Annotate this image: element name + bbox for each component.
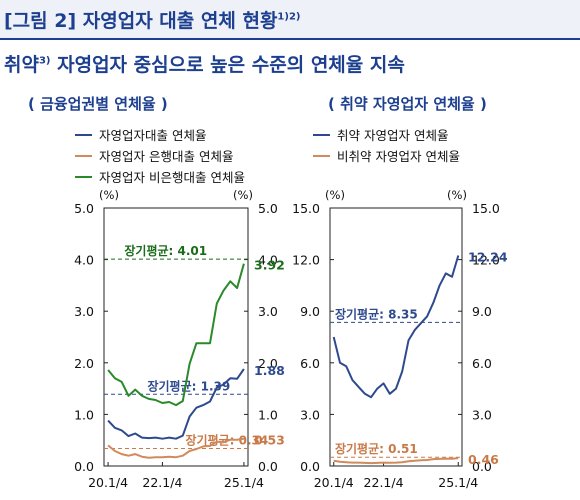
left-panel-title: ( 금융업권별 연체율 ) — [28, 95, 168, 113]
y-tick-label-right: 3.0 — [258, 304, 278, 319]
y-tick-label-right: 5.0 — [258, 201, 278, 216]
reference-label: 장기평균: 8.35 — [335, 306, 418, 321]
y-tick-label-right: 12.0 — [472, 253, 500, 268]
right-panel-title: ( 취약 자영업자 연체율 ) — [328, 95, 487, 113]
figure-subtitle: 취약3) 자영업자 중심으로 높은 수준의 연체율 지속 — [4, 54, 405, 76]
figure-title-note: 1)2) — [277, 11, 301, 23]
x-tick-label: 20.1/4 — [314, 475, 354, 490]
title-bar — [0, 0, 580, 40]
y-tick-label-right: 0.0 — [258, 459, 278, 474]
y-tick-label-left: 0.0 — [74, 459, 94, 474]
chart-panel-left: 0.0 0.0 1.0 1.0 2.0 2.0 3.0 3.0 4.0 4.0 5.0 5.0 (%) (… — [74, 188, 285, 490]
legend-entry: 자영업자 은행대출 연체율 — [99, 149, 233, 164]
series-line — [107, 263, 245, 407]
y-unit-right: (%) — [233, 188, 253, 202]
reference-label: 장기평균: 1.39 — [147, 378, 230, 393]
y-tick-label-left: 4.0 — [74, 253, 94, 268]
x-tick-label: 22.1/4 — [364, 475, 404, 490]
y-tick-label-right: 3.0 — [472, 407, 492, 422]
figure-title: [그림 2] 자영업자 대출 연체 현황1)2) — [4, 10, 301, 32]
series-end-label: 0.53 — [254, 433, 285, 448]
x-tick-label: 25.1/4 — [224, 475, 264, 490]
series-end-label: 0.46 — [468, 452, 499, 467]
plot-frame — [103, 207, 249, 467]
x-tick-label: 22.1/4 — [142, 475, 182, 490]
series-end-label: 3.92 — [254, 258, 285, 273]
y-tick-label-left: 15.0 — [292, 201, 320, 216]
reference-label: 장기평균: 0.51 — [335, 441, 418, 456]
y-tick-label-left: 3.0 — [300, 407, 320, 422]
y-tick-label-left: 0.0 — [300, 459, 320, 474]
y-tick-label-left: 3.0 — [74, 304, 94, 319]
y-unit-left: (%) — [99, 188, 119, 202]
plot-frame — [329, 207, 463, 467]
series-line — [333, 457, 459, 465]
x-tick-label: 25.1/4 — [438, 475, 478, 490]
y-tick-label-left: 9.0 — [300, 304, 320, 319]
y-tick-label-right: 15.0 — [472, 201, 500, 216]
legend-entry: 비취약 자영업자 연체율 — [337, 149, 460, 164]
legend-entry: 취약 자영업자 연체율 — [337, 128, 448, 143]
y-tick-label-left: 2.0 — [74, 356, 94, 371]
series-end-label: 1.88 — [254, 363, 285, 378]
series-line — [107, 368, 245, 440]
x-tick-label: 20.1/4 — [88, 475, 128, 490]
subtitle-note: 3) — [38, 55, 51, 67]
y-tick-label-left: 5.0 — [74, 201, 94, 216]
y-unit-left: (%) — [325, 188, 345, 202]
series-end-label: 12.24 — [468, 249, 508, 264]
y-tick-label-left: 12.0 — [292, 253, 320, 268]
reference-label: 장기평균: 4.01 — [124, 243, 207, 258]
series-line — [107, 437, 245, 459]
y-unit-right: (%) — [447, 188, 467, 202]
y-tick-label-right: 0.0 — [472, 459, 492, 474]
y-tick-label-left: 1.0 — [74, 407, 94, 422]
y-tick-label-right: 4.0 — [258, 253, 278, 268]
chart-panel-right: 0.0 0.0 3.0 3.0 6.0 6.0 9.0 9.0 12.0 12.0 15.0 15.0… — [292, 188, 508, 490]
y-tick-label-left: 6.0 — [300, 356, 320, 371]
legend-entry: 자영업자 비은행대출 연체율 — [99, 170, 245, 185]
series-line — [332, 255, 460, 399]
y-tick-label-right: 9.0 — [472, 304, 492, 319]
y-tick-label-right: 1.0 — [258, 407, 278, 422]
legend-entry: 자영업자대출 연체율 — [99, 128, 206, 143]
y-tick-label-right: 2.0 — [258, 356, 278, 371]
y-tick-label-right: 6.0 — [472, 356, 492, 371]
